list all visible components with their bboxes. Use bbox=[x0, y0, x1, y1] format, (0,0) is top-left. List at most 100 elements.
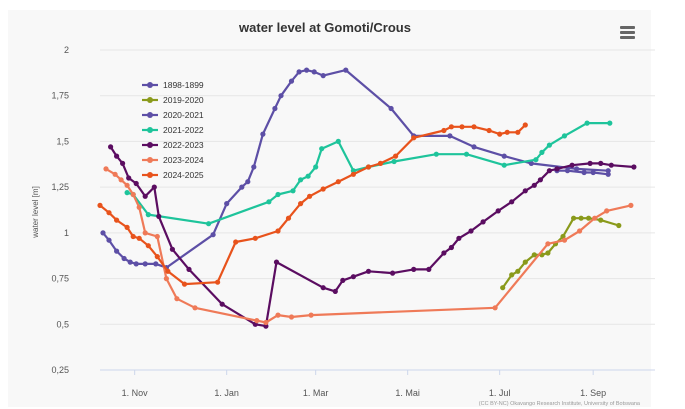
data-point[interactable] bbox=[539, 149, 545, 155]
data-point[interactable] bbox=[574, 166, 580, 172]
data-point[interactable] bbox=[605, 168, 611, 174]
data-point[interactable] bbox=[311, 69, 317, 75]
data-point[interactable] bbox=[305, 173, 311, 179]
data-point[interactable] bbox=[468, 228, 474, 234]
series-2024-2025[interactable] bbox=[97, 122, 528, 287]
data-point[interactable] bbox=[288, 314, 295, 320]
data-point[interactable] bbox=[335, 179, 341, 185]
data-point[interactable] bbox=[578, 215, 584, 221]
data-point[interactable] bbox=[531, 252, 537, 258]
data-point[interactable] bbox=[545, 250, 551, 256]
data-point[interactable] bbox=[501, 153, 507, 159]
data-point[interactable] bbox=[433, 151, 439, 157]
data-point[interactable] bbox=[290, 188, 296, 194]
data-point[interactable] bbox=[124, 224, 130, 230]
data-point[interactable] bbox=[320, 73, 326, 79]
data-point[interactable] bbox=[142, 261, 148, 267]
data-point[interactable] bbox=[581, 169, 587, 176]
data-point[interactable] bbox=[285, 215, 292, 221]
data-point[interactable] bbox=[571, 215, 577, 221]
data-point[interactable] bbox=[124, 190, 130, 196]
data-point[interactable] bbox=[584, 120, 590, 126]
data-point[interactable] bbox=[448, 124, 454, 130]
data-point[interactable] bbox=[219, 301, 225, 307]
data-point[interactable] bbox=[153, 261, 159, 267]
data-point[interactable] bbox=[459, 124, 465, 130]
data-point[interactable] bbox=[471, 124, 477, 130]
data-point[interactable] bbox=[411, 266, 417, 272]
data-point[interactable] bbox=[108, 144, 114, 150]
data-point[interactable] bbox=[587, 160, 593, 166]
data-point[interactable] bbox=[388, 105, 394, 112]
data-point[interactable] bbox=[486, 127, 492, 134]
data-point[interactable] bbox=[500, 285, 506, 291]
data-point[interactable] bbox=[377, 160, 384, 166]
data-point[interactable] bbox=[118, 177, 124, 183]
data-point[interactable] bbox=[350, 171, 356, 177]
data-point[interactable] bbox=[390, 270, 396, 276]
data-point[interactable] bbox=[174, 296, 180, 302]
data-point[interactable] bbox=[181, 281, 188, 287]
data-point[interactable] bbox=[130, 233, 136, 240]
data-point[interactable] bbox=[441, 250, 447, 256]
data-point[interactable] bbox=[319, 146, 325, 152]
data-point[interactable] bbox=[522, 188, 528, 194]
data-point[interactable] bbox=[592, 215, 598, 221]
data-point[interactable] bbox=[130, 191, 136, 198]
data-point[interactable] bbox=[263, 319, 269, 326]
data-point[interactable] bbox=[616, 222, 622, 229]
data-point[interactable] bbox=[365, 268, 372, 274]
data-point[interactable] bbox=[631, 164, 637, 170]
data-point[interactable] bbox=[142, 193, 148, 199]
data-point[interactable] bbox=[492, 305, 498, 311]
data-point[interactable] bbox=[266, 199, 272, 205]
data-point[interactable] bbox=[343, 67, 349, 73]
legend-item[interactable]: 2022-2023 bbox=[142, 140, 204, 150]
data-point[interactable] bbox=[163, 276, 169, 282]
legend-item[interactable]: 2020-2021 bbox=[142, 110, 204, 120]
legend-item[interactable]: 2019-2020 bbox=[142, 95, 204, 105]
data-point[interactable] bbox=[628, 202, 634, 208]
data-point[interactable] bbox=[112, 171, 118, 177]
data-point[interactable] bbox=[604, 208, 610, 214]
data-point[interactable] bbox=[350, 274, 356, 280]
data-point[interactable] bbox=[245, 179, 251, 185]
data-point[interactable] bbox=[509, 199, 515, 205]
data-point[interactable] bbox=[206, 221, 212, 227]
data-point[interactable] bbox=[501, 162, 507, 168]
data-point[interactable] bbox=[304, 67, 310, 73]
data-point[interactable] bbox=[471, 144, 477, 150]
series-2023-2024[interactable] bbox=[103, 166, 634, 326]
data-point[interactable] bbox=[528, 160, 534, 166]
data-point[interactable] bbox=[561, 133, 568, 139]
data-point[interactable] bbox=[151, 184, 157, 190]
data-point[interactable] bbox=[275, 191, 281, 198]
data-point[interactable] bbox=[350, 168, 356, 174]
data-point[interactable] bbox=[320, 285, 326, 291]
chart-menu-button[interactable] bbox=[612, 18, 642, 46]
data-point[interactable] bbox=[313, 164, 319, 170]
data-point[interactable] bbox=[561, 237, 568, 243]
data-point[interactable] bbox=[463, 151, 470, 157]
data-point[interactable] bbox=[607, 120, 613, 126]
data-point[interactable] bbox=[136, 235, 142, 241]
data-point[interactable] bbox=[215, 279, 221, 285]
data-point[interactable] bbox=[252, 235, 258, 241]
legend-item[interactable]: 2023-2024 bbox=[142, 155, 204, 165]
data-point[interactable] bbox=[169, 246, 175, 252]
data-point[interactable] bbox=[103, 166, 109, 172]
data-point[interactable] bbox=[210, 232, 216, 238]
data-point[interactable] bbox=[335, 138, 341, 144]
data-point[interactable] bbox=[497, 131, 503, 137]
data-point[interactable] bbox=[441, 127, 447, 134]
data-point[interactable] bbox=[298, 177, 304, 183]
data-point[interactable] bbox=[393, 153, 399, 159]
data-point[interactable] bbox=[192, 305, 198, 311]
data-point[interactable] bbox=[263, 323, 269, 329]
data-point[interactable] bbox=[480, 219, 486, 225]
data-point[interactable] bbox=[564, 168, 571, 174]
data-point[interactable] bbox=[296, 69, 302, 75]
data-point[interactable] bbox=[106, 210, 112, 216]
data-point[interactable] bbox=[224, 201, 230, 207]
data-point[interactable] bbox=[154, 233, 160, 240]
